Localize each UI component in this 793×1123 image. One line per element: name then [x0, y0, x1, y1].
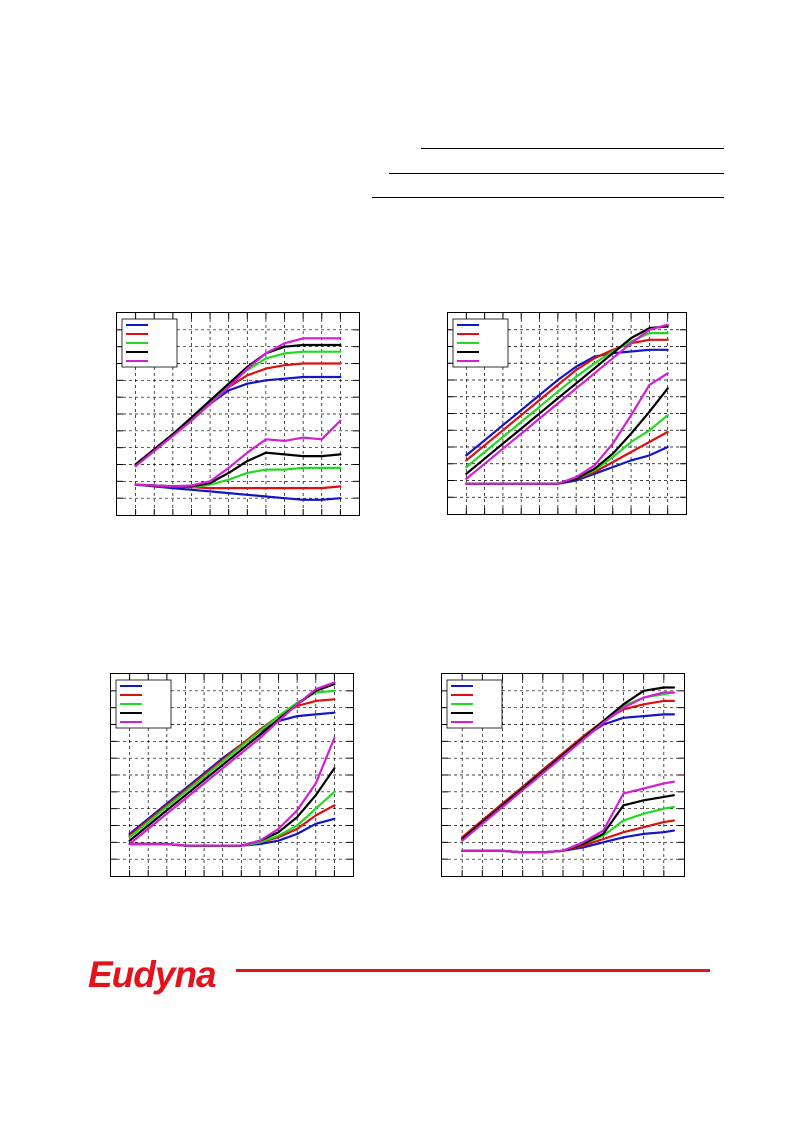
series-line-5 — [465, 323, 669, 480]
series-line-1 — [465, 348, 669, 457]
series-line-5 — [461, 691, 675, 842]
series-line-4 — [134, 343, 342, 466]
series-line-5 — [128, 681, 336, 846]
chart-top-right — [447, 312, 687, 515]
chart-bottom-right — [441, 673, 685, 877]
series-line-6 — [134, 483, 342, 501]
series-line-2 — [128, 698, 336, 837]
series-line-10 — [134, 419, 342, 488]
series-line-2 — [461, 699, 675, 839]
chart-top-left — [116, 312, 360, 516]
series-line-4 — [465, 325, 669, 475]
series-line-10 — [461, 780, 675, 854]
header-rule-3 — [372, 197, 724, 198]
logo-rule — [236, 969, 710, 972]
series-line-5 — [134, 337, 342, 468]
header-rule-1 — [421, 148, 724, 149]
series-line-10 — [465, 372, 669, 485]
header-rule-2 — [389, 173, 724, 174]
series-line-4 — [461, 686, 675, 841]
series-line-2 — [465, 338, 669, 462]
series-line-10 — [128, 736, 336, 847]
chart-bottom-left — [110, 673, 354, 877]
eudyna-logo: Eudyna — [88, 954, 217, 995]
